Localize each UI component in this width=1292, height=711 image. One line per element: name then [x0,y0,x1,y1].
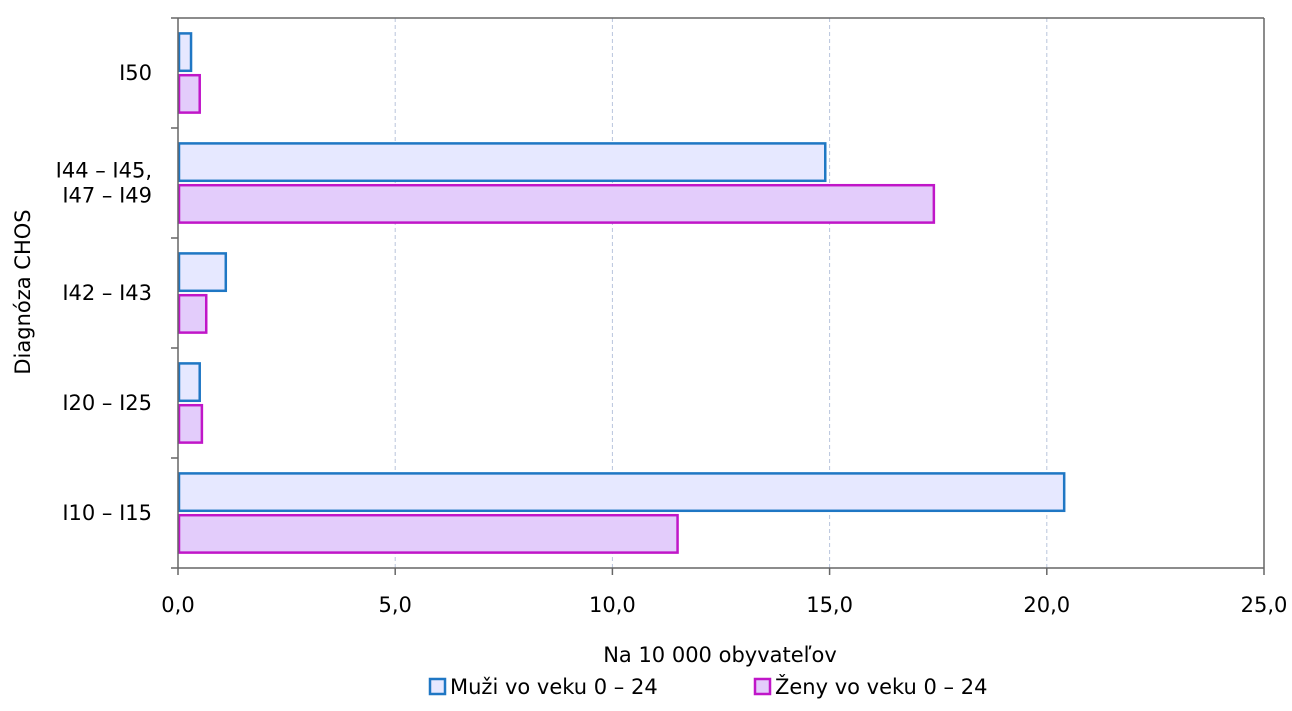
bar [177,32,193,73]
y-tick-label: I50 [119,61,152,85]
x-tick-label: 15,0 [806,593,853,617]
bar [177,403,204,444]
x-tick-label: 5,0 [378,593,411,617]
bar [177,293,208,334]
legend: Muži vo veku 0 – 24 Ženy vo veku 0 – 24 [428,674,987,699]
x-tick-label: 20,0 [1023,593,1070,617]
bar [177,472,1066,513]
bar [177,73,201,114]
legend-swatch [428,677,447,696]
bar [177,362,201,403]
y-axis-ticks: I10 – I15 I20 – I25 I42 – I43 I44 – I45, I47… [56,17,178,569]
axes [177,17,1265,569]
legend-swatch [753,677,772,696]
bar [177,142,827,183]
bar [177,183,936,224]
y-tick-label: I20 – I25 [62,391,152,415]
x-axis-ticks: 0,0 5,0 10,0 15,0 20,0 25,0 [161,568,1287,617]
bars [177,32,1066,554]
x-axis-title: Na 10 000 obyvateľov [603,643,837,667]
legend-label: Ženy vo veku 0 – 24 [775,674,987,699]
bar [177,252,228,293]
x-tick-label: 10,0 [589,593,636,617]
x-tick-label: 0,0 [161,593,194,617]
y-tick-label: I44 – I45, I47 – I49 [56,159,152,208]
y-tick-label: I42 – I43 [62,281,152,305]
y-axis-title: Diagnóza CHOS [11,209,35,374]
x-tick-label: 25,0 [1241,593,1288,617]
legend-label: Muži vo veku 0 – 24 [450,675,658,699]
bar [177,513,679,554]
y-tick-label: I10 – I15 [62,501,152,525]
